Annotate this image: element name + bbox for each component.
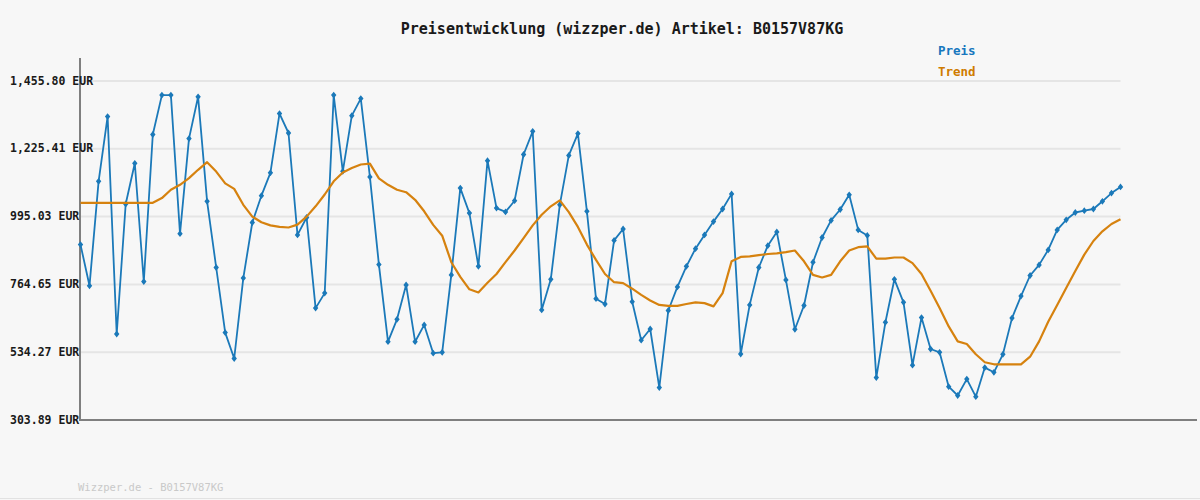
y-tick-label: 1,225.41 EUR bbox=[10, 141, 93, 155]
y-tick-label: 995.03 EUR bbox=[10, 209, 79, 223]
y-tick-label: 1,455.80 EUR bbox=[10, 74, 93, 88]
price-history-chart: Preisentwicklung (wizzper.de) Artikel: B… bbox=[0, 0, 1200, 500]
y-tick-label: 764.65 EUR bbox=[10, 277, 79, 291]
y-tick-label: 303.89 EUR bbox=[10, 413, 79, 427]
watermark-text: Wizzper.de - B0157V87KG bbox=[78, 481, 223, 493]
price-chart-svg bbox=[0, 0, 1200, 500]
window-bottom-border bbox=[0, 498, 1200, 499]
y-tick-label: 534.27 EUR bbox=[10, 345, 79, 359]
